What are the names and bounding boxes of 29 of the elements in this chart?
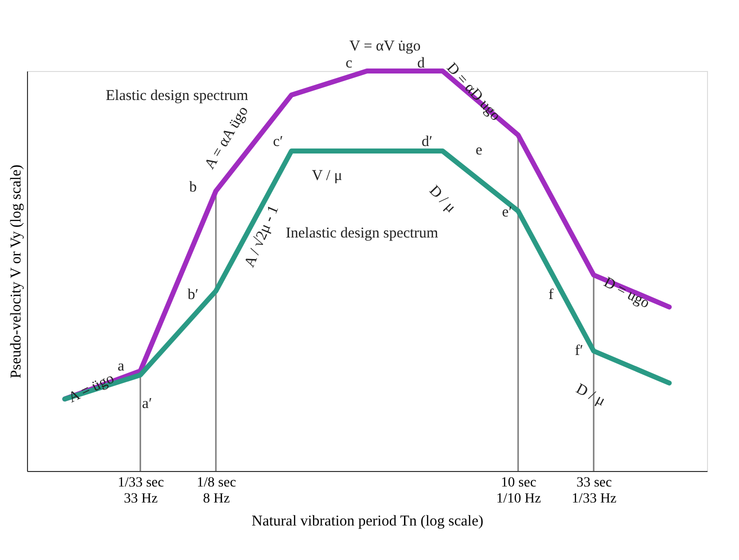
annotation: A = ügo xyxy=(66,370,117,406)
x-axis-title: Natural vibration period Tn (log scale) xyxy=(252,514,484,530)
annotation: d xyxy=(417,55,426,72)
annotation: b xyxy=(189,180,197,196)
annotation: A / √2μ - 1 xyxy=(242,203,282,270)
annotation: D / μ xyxy=(426,182,459,216)
x-tick-label: 33 sec 1/33 Hz xyxy=(572,476,617,506)
annotation: e′ xyxy=(502,204,512,220)
annotation: d′ xyxy=(422,134,432,150)
annotation: Elastic design spectrum xyxy=(106,88,249,104)
annotation: a xyxy=(118,358,125,374)
annotation: a′ xyxy=(142,396,152,412)
y-axis-title: Pseudo-velocity V or Vy (log scale) xyxy=(8,164,24,378)
annotation: D = αD ugo xyxy=(443,60,504,124)
x-tick-label: 10 sec 1/10 Hz xyxy=(496,476,541,506)
text: V = αV u̇go xyxy=(349,38,421,54)
annotation: f′ xyxy=(574,343,584,360)
annotation: D = ugo xyxy=(601,274,652,312)
annotation: Inelastic design spectrum xyxy=(286,226,439,242)
annotation: c xyxy=(346,55,353,72)
annotation: A = αA ügo xyxy=(202,104,252,172)
annotation: b′ xyxy=(188,286,198,303)
annotation: f xyxy=(548,286,554,303)
x-tick-label: 1/33 sec 33 Hz xyxy=(118,476,164,506)
annotation: V / μ xyxy=(312,168,342,184)
annotation: D / μ xyxy=(573,381,608,410)
x-tick-label: 1/8 sec 8 Hz xyxy=(196,476,236,506)
annotation: e xyxy=(476,142,483,158)
annotation: c′ xyxy=(273,134,283,150)
